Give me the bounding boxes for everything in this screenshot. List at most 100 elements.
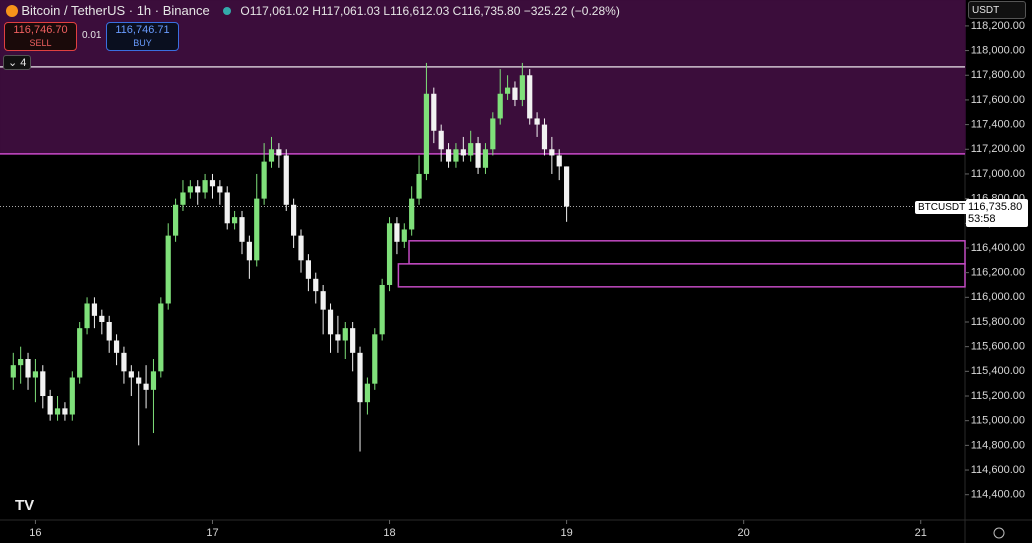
candle-body: [25, 359, 31, 378]
candle-body: [468, 143, 474, 156]
y-tick-label: 118,200.00: [971, 20, 1025, 32]
candle-body: [541, 124, 548, 150]
candle-body: [394, 223, 400, 242]
y-tick-label: 114,600.00: [971, 464, 1025, 476]
y-tick-label: 116,200.00: [971, 267, 1025, 279]
candle-body: [165, 235, 171, 304]
indicator-count: 4: [20, 57, 27, 69]
sell-button[interactable]: 116,746.70 SELL: [4, 22, 77, 51]
candle-body: [40, 371, 46, 397]
currency-select[interactable]: USDT: [968, 1, 1026, 19]
y-tick-label: 115,000.00: [971, 415, 1025, 427]
candle-body: [313, 278, 319, 292]
candle-body: [320, 291, 326, 310]
x-tick-label: 20: [738, 527, 750, 539]
y-tick-label: 118,000.00: [971, 44, 1025, 56]
candle-body: [261, 161, 267, 199]
candle-body: [69, 377, 75, 415]
y-tick-label: 114,400.00: [971, 489, 1025, 501]
candle-body: [283, 155, 289, 205]
y-tick-label: 117,200.00: [971, 143, 1025, 155]
axes: 114,400.00 114,600.00 114,800.00 115,000.00…: [29, 20, 1025, 539]
zone: [408, 240, 966, 265]
settings-icon[interactable]: [993, 527, 1005, 539]
candle-body: [158, 303, 164, 372]
candle-body: [357, 352, 363, 403]
x-tick-label: 19: [560, 527, 572, 539]
candle-body: [32, 371, 39, 378]
candle-body: [18, 359, 24, 366]
candle-body: [246, 241, 252, 261]
candle-body: [128, 371, 134, 378]
candle-body: [180, 192, 186, 205]
candle-body: [232, 217, 238, 224]
candle-body: [549, 149, 555, 156]
candle-body: [490, 118, 496, 150]
candle-body: [431, 93, 437, 131]
candle-body: [438, 130, 444, 150]
sell-label: SELL: [29, 38, 52, 48]
x-tick-label: 18: [383, 527, 395, 539]
candle-body: [305, 260, 311, 279]
sell-price: 116,746.70: [13, 24, 68, 36]
symbol[interactable]: Bitcoin / TetherUS · 1h · Binance: [21, 3, 210, 18]
indicators-toggle[interactable]: ⌄ 4: [3, 55, 32, 70]
candle-body: [564, 166, 570, 207]
plot: [0, 0, 966, 452]
candle-body: [504, 87, 511, 94]
candle-body: [113, 340, 120, 353]
candle-body: [195, 186, 201, 193]
candle-body: [342, 328, 348, 341]
status-dot: [223, 7, 232, 15]
candle-body: [91, 303, 98, 316]
candle-body: [10, 365, 16, 378]
candle-body: [379, 284, 385, 335]
candle-body: [401, 229, 407, 242]
candle-body: [187, 186, 193, 193]
y-tick-label: 116,400.00: [971, 242, 1025, 254]
x-tick-label: 21: [915, 527, 927, 539]
candle-body: [335, 334, 341, 341]
x-tick-label: 17: [206, 527, 218, 539]
candle-body: [327, 309, 334, 335]
buy-button[interactable]: 116,746.71 BUY: [106, 22, 179, 51]
candle-body: [121, 352, 127, 372]
x-tick-label: 16: [29, 527, 41, 539]
candle-body: [143, 383, 149, 390]
candle-body: [556, 155, 562, 167]
candle-body: [209, 180, 216, 187]
candle-body: [99, 315, 105, 322]
candle-body: [386, 223, 393, 285]
candle-body: [54, 408, 61, 415]
candle-body: [527, 75, 533, 119]
buy-price: 116,746.71: [115, 24, 170, 36]
candle-body: [84, 303, 90, 329]
y-tick-label: 117,400.00: [971, 119, 1025, 131]
candle-body: [350, 328, 356, 353]
candle-body: [372, 334, 378, 384]
candle-body: [475, 143, 481, 168]
candle-body: [409, 198, 415, 230]
candle-body: [172, 204, 179, 236]
candle-body: [62, 408, 68, 415]
candle-body: [534, 118, 540, 125]
candle-body: [276, 149, 282, 156]
candle-body: [453, 149, 459, 162]
candle-body: [77, 328, 83, 378]
price-tag: 116,735.80 53:58: [966, 199, 1028, 227]
candle-body: [519, 75, 525, 100]
candle-body: [224, 192, 230, 224]
candle-body: [512, 87, 518, 100]
candle-body: [106, 321, 112, 341]
candle-body: [291, 204, 297, 236]
last-price: 116,735.80: [968, 201, 1023, 213]
logo: TV: [15, 497, 34, 514]
candle-body: [268, 149, 275, 162]
candle-body: [136, 377, 142, 384]
y-tick-label: 117,800.00: [971, 69, 1025, 81]
candle-body: [445, 149, 452, 162]
candle-body: [217, 186, 223, 193]
y-tick-label: 114,800.00: [971, 439, 1025, 451]
candle-body: [239, 217, 245, 242]
